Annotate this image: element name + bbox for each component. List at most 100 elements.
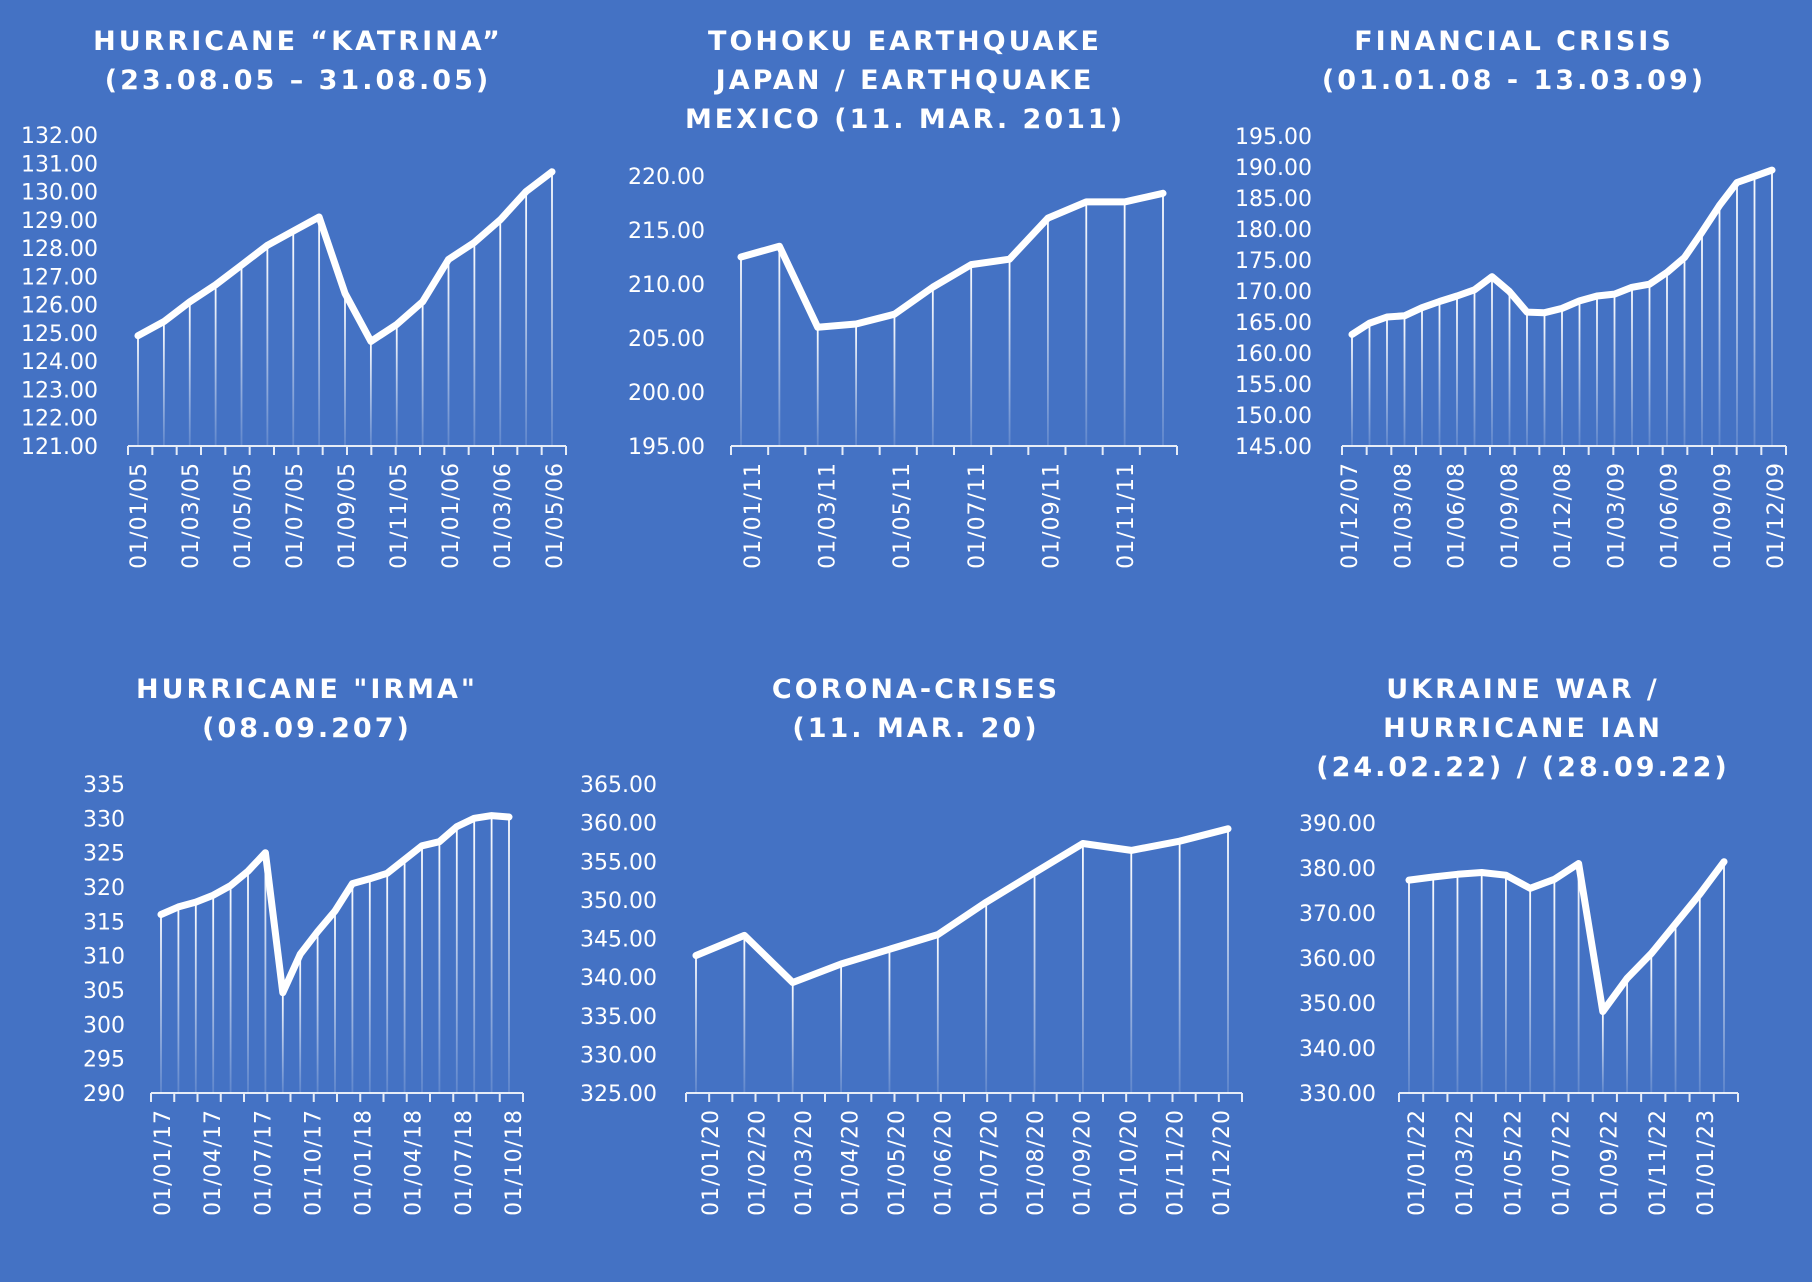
drop-line [162, 321, 165, 446]
data-point [1599, 1008, 1607, 1015]
drop-line [1666, 272, 1668, 446]
drop-line [351, 883, 354, 1093]
y-tick-label: 155.00 [1235, 373, 1312, 398]
data-point [1733, 179, 1741, 186]
drop-line [1626, 978, 1628, 1093]
x-tick-label: 01/12/08 [1551, 462, 1576, 569]
drop-line [1736, 182, 1738, 446]
data-point [1401, 312, 1408, 319]
drop-line [247, 871, 249, 1093]
y-tick-label: 290 [83, 1082, 125, 1107]
drop-line [369, 341, 372, 446]
y-tick-label: 340.00 [1299, 1037, 1376, 1062]
drop-line [281, 992, 284, 1093]
data-point [692, 952, 700, 959]
drop-line [985, 902, 988, 1093]
x-tick-label: 01/04/18 [402, 1109, 427, 1216]
x-tick-label: 01/03/05 [179, 462, 204, 569]
data-point [1681, 254, 1688, 261]
data-point [314, 928, 321, 935]
data-point [471, 815, 478, 822]
drop-line [936, 934, 939, 1093]
drop-line [1123, 201, 1126, 446]
y-tick-label: 350.00 [580, 889, 657, 914]
y-tick-label: 370.00 [1299, 902, 1376, 927]
y-tick-label: 127.00 [21, 265, 98, 290]
drop-line [177, 906, 180, 1093]
y-tick-label: 121.00 [21, 435, 98, 460]
data-point [1576, 297, 1583, 305]
data-point [134, 332, 142, 339]
drop-line [1631, 287, 1633, 446]
x-tick-label: 01/02/20 [745, 1109, 770, 1216]
x-tick-label: 01/05/22 [1501, 1109, 1526, 1216]
data-point [210, 892, 217, 899]
data-point [1430, 873, 1437, 881]
data-point [505, 813, 513, 821]
data-point [1436, 298, 1443, 305]
drop-line [1601, 1011, 1604, 1093]
drop-line [1456, 295, 1458, 446]
drop-line [1648, 284, 1651, 446]
drop-line [1543, 312, 1546, 446]
drop-line [888, 949, 891, 1093]
data-point [1224, 825, 1232, 833]
drop-line [1047, 218, 1049, 446]
x-tick-label: 01/07/18 [452, 1109, 477, 1216]
data-point [982, 898, 990, 906]
drop-line [816, 327, 819, 446]
y-tick-label: 365.00 [580, 773, 657, 798]
drop-line [1674, 923, 1677, 1093]
data-point [1623, 975, 1631, 982]
data-point [212, 281, 219, 289]
x-tick-label: 01/05/06 [543, 462, 568, 569]
x-tick-label: 01/03/11 [816, 462, 841, 569]
drop-line [1432, 877, 1435, 1093]
y-tick-label: 310 [83, 945, 125, 970]
chart-panel-4: HURRICANE "IRMA" (08.09.207) 335 330 325 320 3… [83, 674, 527, 1216]
drop-line [1753, 176, 1756, 447]
data-point [852, 320, 860, 328]
y-tick-label: 380.00 [1299, 857, 1376, 882]
y-tick-label: 320 [83, 876, 125, 901]
data-point [331, 907, 339, 915]
data-point [1751, 173, 1758, 180]
series-line [737, 189, 1167, 331]
data-point [419, 298, 426, 306]
drop-line [1771, 170, 1773, 446]
y-tick-label: 220.00 [628, 165, 705, 190]
y-tick-label: 130.00 [21, 181, 98, 206]
data-point [192, 898, 199, 906]
data-point [445, 256, 452, 263]
y-tick-label: 145.00 [1235, 435, 1312, 460]
data-point [297, 951, 304, 958]
data-point [1044, 214, 1052, 222]
drop-line [386, 873, 389, 1093]
chart-title-line: JAPAN / EARTHQUAKE [714, 65, 1095, 96]
drop-line [214, 284, 217, 446]
data-point [967, 261, 975, 268]
data-point [186, 298, 193, 306]
x-tick-label: 01/07/20 [978, 1109, 1003, 1216]
x-tick-label: 01/03/20 [792, 1109, 817, 1216]
data-point [1663, 269, 1671, 276]
data-point [315, 213, 323, 221]
x-tick-label: 01/09/05 [335, 462, 360, 569]
drop-line [1529, 888, 1532, 1093]
x-tick-label: 01/07/05 [283, 462, 308, 569]
drop-line [1178, 841, 1181, 1093]
data-point [1006, 255, 1013, 263]
chart-title-line: TOHOKU EARTHQUAKE [708, 26, 1102, 57]
drop-line [1561, 308, 1563, 446]
drop-line [1577, 863, 1580, 1093]
drop-line [395, 324, 398, 446]
series-line [1405, 858, 1728, 1015]
data-point [1159, 190, 1167, 197]
x-tick-label: 01/12/09 [1764, 462, 1789, 569]
x-tick-label: 01/09/22 [1598, 1109, 1623, 1216]
chart-panel-6: UKRAINE WAR / HURRICANE IAN (24.02.22) / (… [1299, 674, 1739, 1216]
drop-line [438, 841, 441, 1093]
drop-line [137, 335, 139, 446]
data-point [471, 239, 478, 246]
data-point [1506, 288, 1513, 295]
